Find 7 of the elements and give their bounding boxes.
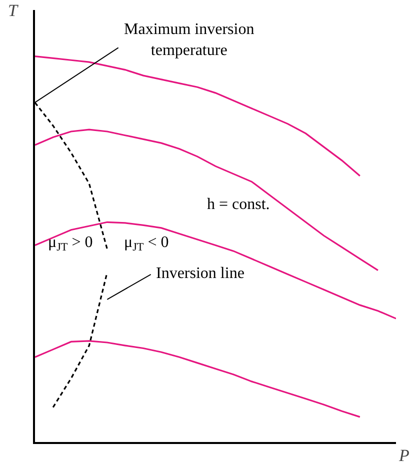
x-axis-title: P (398, 446, 410, 465)
annotation: Inversion line (156, 265, 244, 282)
y-axis-title: T (8, 1, 19, 20)
annotation: μ$_{JT}$ > 0 (48, 234, 93, 254)
annotation: Maximum inversion temperature (124, 21, 254, 59)
annotation: h = const. (207, 196, 270, 213)
annotation: μ$_{JT}$ < 0 (124, 234, 169, 254)
